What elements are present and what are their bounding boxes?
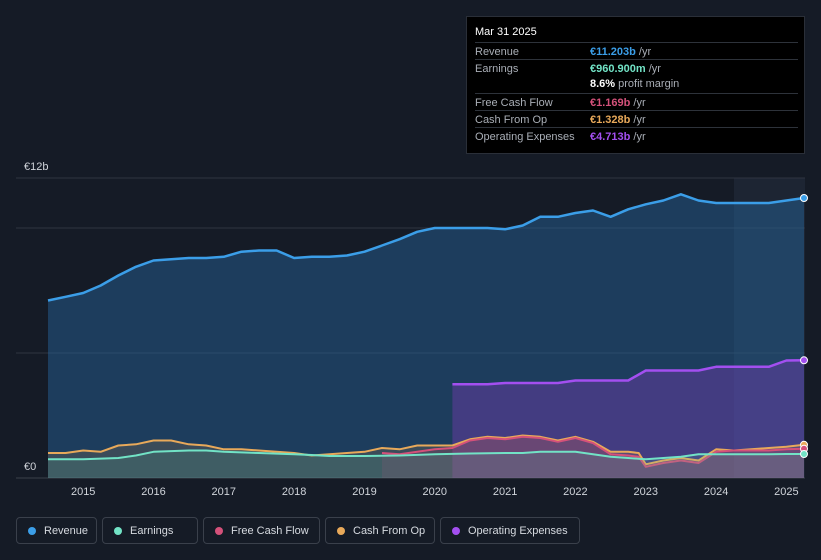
legend-dot-icon <box>215 527 223 535</box>
tooltip-row-cash-from-op: Cash From Op €1.328b /yr <box>475 110 798 128</box>
legend-label: Free Cash Flow <box>231 525 309 537</box>
tooltip-unit: /yr <box>645 63 661 75</box>
series-line-cash-from-op <box>48 434 805 466</box>
legend-label: Revenue <box>44 525 89 537</box>
series-endpoint-operating-expenses <box>800 356 808 365</box>
tooltip-value-wrap: €1.169b /yr <box>590 97 646 109</box>
tooltip-unit: /yr <box>630 114 646 126</box>
x-tick-label: 2016 <box>141 486 165 498</box>
tooltip-unit: /yr <box>635 46 652 58</box>
tooltip-label: Cash From Op <box>475 114 548 126</box>
x-tick-label: 2015 <box>71 486 95 498</box>
x-tick-label: 2018 <box>282 486 306 498</box>
tooltip-value: €11.203b <box>590 46 636 58</box>
x-tick-label: 2017 <box>212 486 236 498</box>
tooltip-value: €960.900m <box>590 63 646 75</box>
tooltip-unit: /yr <box>630 131 646 143</box>
legend-item-earnings[interactable]: Earnings <box>102 517 198 544</box>
tooltip-row-free-cash-flow: Free Cash Flow €1.169b /yr <box>475 93 798 111</box>
series-endpoint-revenue <box>800 194 808 202</box>
x-tick-label: 2023 <box>634 486 658 498</box>
series-line-free-cash-flow <box>381 435 805 468</box>
chart-area: 2015 2016 2017 2018 2019 2020 2021 2022 2023 2024… <box>16 161 808 498</box>
tooltip-value-wrap: €11.203b /yr <box>590 46 651 58</box>
legend-label: Cash From Op <box>353 525 426 537</box>
x-tick-label: 2020 <box>423 486 447 498</box>
legend-dot-icon <box>114 527 122 535</box>
x-tick-label: 2025 <box>774 486 798 498</box>
tooltip-value-wrap: €4.713b /yr <box>590 131 646 143</box>
legend-dot-icon <box>452 527 460 535</box>
data-tooltip: Mar 31 2025 Revenue €11.203b /yr Earning… <box>466 16 805 154</box>
legend-item-cash-from-op[interactable]: Cash From Op <box>325 517 435 544</box>
series-line-revenue <box>47 193 805 302</box>
y-tick-top: €12b <box>24 161 48 173</box>
tooltip-row-earnings: Earnings €960.900m /yr <box>475 59 798 77</box>
tooltip-value-wrap: €960.900m /yr <box>590 63 661 75</box>
series-layer <box>47 193 808 479</box>
tooltip-date: Mar 31 2025 <box>475 26 537 38</box>
series-endpoint-earnings <box>800 450 808 458</box>
x-tick-label: 2024 <box>704 486 728 498</box>
tooltip-profit-margin: 8.6% profit margin <box>590 78 679 90</box>
legend-item-revenue[interactable]: Revenue <box>16 517 97 544</box>
legend-label: Earnings <box>130 525 174 537</box>
x-tick-label: 2019 <box>352 486 376 498</box>
x-tick-label: 2022 <box>563 486 587 498</box>
tooltip-value-wrap: €1.328b /yr <box>590 114 646 126</box>
tooltip-unit: /yr <box>630 97 646 109</box>
tooltip-row-operating-expenses: Operating Expenses €4.713b /yr <box>475 127 798 145</box>
tooltip-label: Earnings <box>475 63 519 75</box>
series-area-cash-from-op <box>48 435 804 478</box>
profit-margin-value: 8.6% <box>590 78 616 90</box>
tooltip-label: Free Cash Flow <box>475 97 553 109</box>
tooltip-value: €1.328b <box>590 114 631 126</box>
legend-item-operating-expenses[interactable]: Operating Expenses <box>440 517 580 544</box>
tooltip-label: Revenue <box>475 46 520 58</box>
series-line-operating-expenses <box>452 359 805 386</box>
tooltip-label: Operating Expenses <box>475 131 575 143</box>
profit-margin-label: profit margin <box>615 78 680 90</box>
series-area-free-cash-flow <box>382 436 804 478</box>
x-tick-label: 2021 <box>493 486 517 498</box>
legend-label: Operating Expenses <box>468 525 568 537</box>
tooltip-row-revenue: Revenue €11.203b /yr <box>475 42 798 60</box>
tooltip-value: €1.169b <box>590 97 631 109</box>
series-area-revenue <box>48 194 804 479</box>
legend-item-free-cash-flow[interactable]: Free Cash Flow <box>203 517 320 544</box>
legend-dot-icon <box>337 527 345 535</box>
tooltip-value: €4.713b <box>590 131 631 143</box>
series-line-earnings <box>48 449 804 461</box>
x-axis-ticks: 2015 2016 2017 2018 2019 2020 2021 2022 2023 2024… <box>71 486 799 498</box>
y-tick-bottom: €0 <box>24 461 36 473</box>
legend-dot-icon <box>28 527 36 535</box>
